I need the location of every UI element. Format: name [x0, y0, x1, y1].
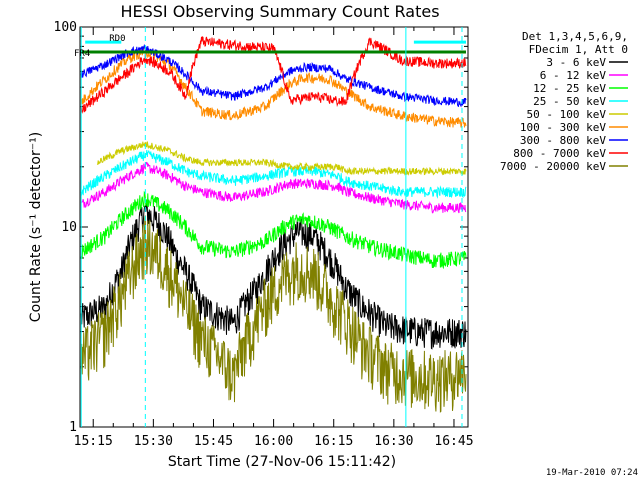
- x-tick-label: 15:45: [194, 434, 233, 449]
- series-800-7000-keV-kev: [80, 36, 467, 114]
- series-layer: [80, 36, 467, 413]
- legend-entry: 50 - 100 keV: [527, 108, 607, 121]
- flag-label-fr4: FR4: [74, 49, 90, 59]
- tick-marks: [80, 27, 468, 428]
- legend-entry: 25 - 50 keV: [533, 95, 606, 108]
- y-axis-label: Count Rate (s⁻¹ detector⁻¹): [28, 132, 44, 322]
- legend-entry: 6 - 12 keV: [540, 69, 607, 82]
- series-6-12-keV-kev: [80, 161, 467, 214]
- x-tick-label: 16:15: [314, 434, 353, 449]
- x-tick-label: 15:30: [134, 434, 173, 449]
- overlay-layer: RD0 FR4: [74, 27, 466, 427]
- x-tick-label: 15:15: [74, 434, 113, 449]
- tick-labels: 1 10 100 15:15 15:30 15:45 16:00 16:15 16:30 16:4…: [54, 20, 474, 449]
- x-tick-label: 16:00: [254, 434, 293, 449]
- series-100-300-keV-kev: [80, 46, 467, 128]
- series-300-800-keV-kev: [80, 43, 467, 108]
- legend: Det 1,3,4,5,6,9,FDecim 1, Att 03 - 6 keV…: [500, 30, 628, 173]
- series-line: [80, 46, 467, 128]
- legend-entry: 100 - 300 keV: [520, 121, 606, 134]
- chart-title: HESSI Observing Summary Count Rates: [120, 2, 439, 21]
- legend-entry: 7000 - 20000 keV: [500, 160, 606, 173]
- series-50-100-keV-kev: [96, 141, 467, 176]
- x-tick-label: 16:30: [374, 434, 413, 449]
- flag-label-rd0: RD0: [109, 34, 125, 44]
- y-tick-label: 100: [54, 20, 77, 35]
- series-line: [80, 215, 467, 413]
- series-line: [80, 43, 467, 108]
- legend-entry: 3 - 6 keV: [546, 56, 606, 69]
- legend-entry: 12 - 25 keV: [533, 82, 606, 95]
- x-tick-label: 16:45: [434, 434, 473, 449]
- series-line: [96, 141, 467, 176]
- legend-entry: 300 - 800 keV: [520, 134, 606, 147]
- series-12-25-keV-kev: [80, 190, 467, 270]
- x-axis-label: Start Time (27-Nov-06 15:11:42): [168, 454, 396, 470]
- legend-entry: 800 - 7000 keV: [513, 147, 606, 160]
- legend-header: FDecim 1, Att 0: [529, 43, 628, 56]
- series-7000-20000-keV-kev: [80, 215, 467, 413]
- y-tick-label: 1: [69, 420, 77, 435]
- y-tick-label: 10: [61, 220, 77, 235]
- series-line: [80, 161, 467, 214]
- legend-header: Det 1,3,4,5,6,9,: [522, 30, 628, 43]
- series-line: [80, 36, 467, 114]
- generated-timestamp: 19-Mar-2010 07:24: [546, 468, 638, 478]
- series-line: [80, 190, 467, 270]
